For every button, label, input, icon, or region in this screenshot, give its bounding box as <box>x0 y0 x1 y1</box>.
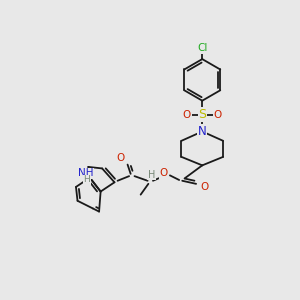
Text: O: O <box>214 110 222 119</box>
Text: O: O <box>160 168 168 178</box>
Text: H: H <box>83 176 90 184</box>
Text: S: S <box>198 108 206 121</box>
Text: O: O <box>116 153 125 164</box>
Text: Cl: Cl <box>197 43 207 53</box>
Text: O: O <box>183 110 191 119</box>
Text: H: H <box>148 169 155 180</box>
Text: N: N <box>198 125 207 138</box>
Text: NH: NH <box>78 168 94 178</box>
Text: O: O <box>200 182 209 192</box>
